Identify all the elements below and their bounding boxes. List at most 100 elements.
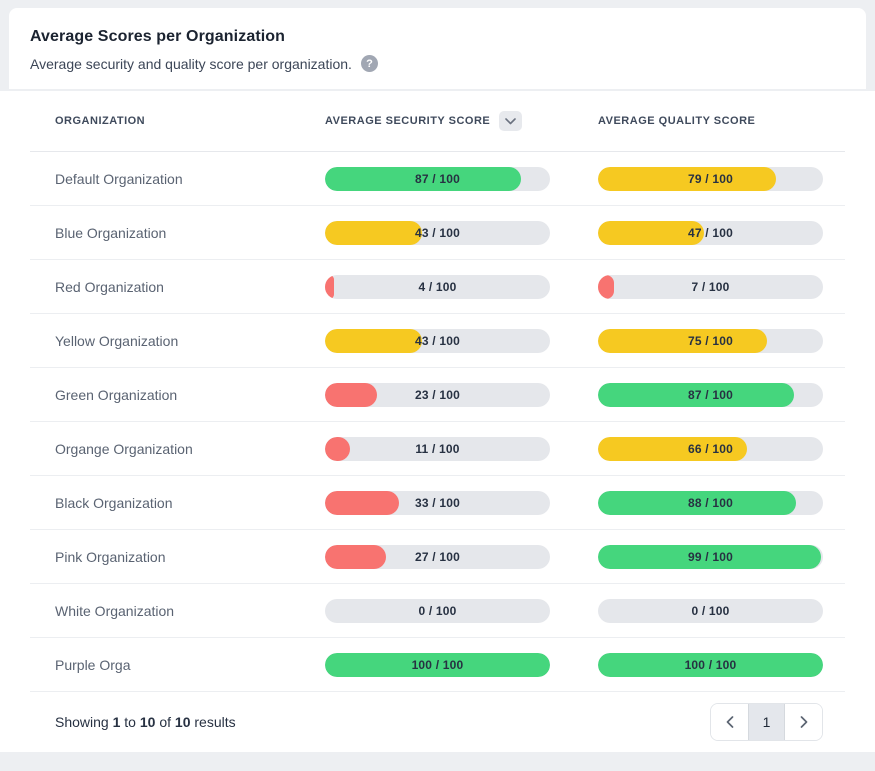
security-score-fill	[325, 490, 400, 515]
security-score-label: 23 / 100	[415, 387, 460, 402]
table-row: White Organization 0 / 100 0 / 100	[30, 584, 845, 638]
results-summary-text: to	[124, 714, 136, 730]
quality-score-bar: 7 / 100	[598, 274, 823, 299]
quality-score-bar: 88 / 100	[598, 490, 823, 515]
column-header-security-label: Average Security Score	[325, 115, 491, 127]
quality-score-fill	[598, 652, 823, 677]
results-summary-text: Showing	[55, 714, 109, 730]
security-score-label: 0 / 100	[418, 603, 457, 618]
security-score-label: 11 / 100	[415, 441, 460, 456]
quality-score-fill	[598, 436, 747, 461]
quality-score-label: 0 / 100	[691, 603, 730, 618]
column-header-organization: Organization	[55, 115, 146, 127]
security-score-fill	[325, 220, 422, 245]
organization-name: Purple Orga	[55, 656, 131, 673]
quality-score-label: 99 / 100	[688, 549, 733, 564]
quality-score-bar: 99 / 100	[598, 544, 823, 569]
page-subtitle: Average security and quality score per o…	[30, 55, 352, 72]
help-icon[interactable]: ?	[360, 55, 378, 72]
column-header-security-score: Average Security Score	[325, 111, 598, 131]
security-score-label: 43 / 100	[415, 225, 460, 240]
quality-score-bar: 87 / 100	[598, 382, 823, 407]
quality-score-label: 100 / 100	[684, 657, 737, 672]
table-header-row: Organization Average Security Score Aver…	[30, 91, 845, 152]
quality-score-label: 66 / 100	[688, 441, 733, 456]
quality-score-fill	[598, 328, 767, 353]
security-score-bar: 23 / 100	[325, 382, 550, 407]
security-score-bar: 43 / 100	[325, 328, 550, 353]
quality-score-label: 79 / 100	[688, 171, 733, 186]
security-score-bar: 87 / 100	[325, 166, 550, 191]
pagination-current-page[interactable]: 1	[748, 704, 785, 740]
security-score-bar: 4 / 100	[325, 274, 550, 299]
security-score-bar: 33 / 100	[325, 490, 550, 515]
quality-score-fill	[598, 166, 776, 191]
organization-name: Default Organization	[55, 170, 183, 187]
results-summary: Showing 1 to 10 of 10 results	[55, 714, 236, 730]
quality-score-fill	[598, 544, 821, 569]
column-header-quality-score: Average Quality Score	[598, 115, 756, 127]
quality-score-bar: 75 / 100	[598, 328, 823, 353]
results-to: 10	[139, 714, 156, 730]
table-row: Black Organization 33 / 100 88 / 100	[30, 476, 845, 530]
page-title: Average Scores per Organization	[30, 28, 286, 45]
results-total: 10	[174, 714, 191, 730]
quality-score-fill	[598, 490, 796, 515]
security-score-fill	[325, 382, 377, 407]
table-row: Pink Organization 27 / 100 99 / 100	[30, 530, 845, 584]
security-score-fill	[325, 436, 350, 461]
pagination: 1	[710, 703, 823, 741]
quality-score-fill	[598, 220, 704, 245]
page-bottom-margin	[0, 752, 875, 766]
security-score-label: 33 / 100	[415, 495, 460, 510]
results-summary-text: of	[159, 714, 172, 730]
table-row: Blue Organization 43 / 100 47 / 100	[30, 206, 845, 260]
security-score-fill	[325, 328, 422, 353]
chevron-down-icon	[505, 117, 517, 125]
organization-name: Red Organization	[55, 278, 164, 295]
security-score-fill	[325, 544, 386, 569]
table-footer: Showing 1 to 10 of 10 results 1	[30, 692, 845, 752]
table-row: Default Organization 87 / 100 79 / 100	[30, 152, 845, 206]
security-score-label: 87 / 100	[415, 171, 460, 186]
quality-score-bar: 66 / 100	[598, 436, 823, 461]
quality-score-label: 47 / 100	[688, 225, 733, 240]
quality-score-bar: 100 / 100	[598, 652, 823, 677]
security-score-bar: 43 / 100	[325, 220, 550, 245]
security-score-label: 4 / 100	[418, 279, 457, 294]
quality-score-label: 75 / 100	[688, 333, 733, 348]
quality-score-bar: 79 / 100	[598, 166, 823, 191]
quality-score-bar: 0 / 100	[598, 598, 823, 623]
table-body: Default Organization 87 / 100 79 / 100 B…	[30, 152, 845, 692]
pagination-next-button[interactable]	[785, 704, 822, 740]
organization-name: Pink Organization	[55, 548, 166, 565]
table-row: Organge Organization 11 / 100 66 / 100	[30, 422, 845, 476]
scores-table: Organization Average Security Score Aver…	[0, 91, 875, 752]
security-score-label: 27 / 100	[415, 549, 460, 564]
chevron-right-icon	[800, 716, 808, 728]
pagination-prev-button[interactable]	[711, 704, 748, 740]
organization-name: Black Organization	[55, 494, 173, 511]
chevron-left-icon	[726, 716, 734, 728]
panel-header: Average Scores per Organization Average …	[9, 8, 866, 89]
quality-score-label: 88 / 100	[688, 495, 733, 510]
security-score-bar: 0 / 100	[325, 598, 550, 623]
security-score-fill	[325, 652, 550, 677]
table-row: Green Organization 23 / 100 87 / 100	[30, 368, 845, 422]
organization-name: Organge Organization	[55, 440, 193, 457]
quality-score-label: 7 / 100	[691, 279, 730, 294]
organization-name: Green Organization	[55, 386, 178, 403]
results-summary-text: results	[194, 714, 236, 730]
security-score-bar: 11 / 100	[325, 436, 550, 461]
security-score-label: 43 / 100	[415, 333, 460, 348]
quality-score-fill	[598, 274, 614, 299]
security-score-label: 100 / 100	[411, 657, 464, 672]
table-row: Purple Orga 100 / 100 100 / 100	[30, 638, 845, 692]
quality-score-fill	[598, 382, 794, 407]
security-score-fill	[325, 274, 334, 299]
table-row: Red Organization 4 / 100 7 / 100	[30, 260, 845, 314]
results-from: 1	[112, 714, 121, 730]
organization-name: Blue Organization	[55, 224, 167, 241]
sort-button[interactable]	[499, 111, 523, 131]
